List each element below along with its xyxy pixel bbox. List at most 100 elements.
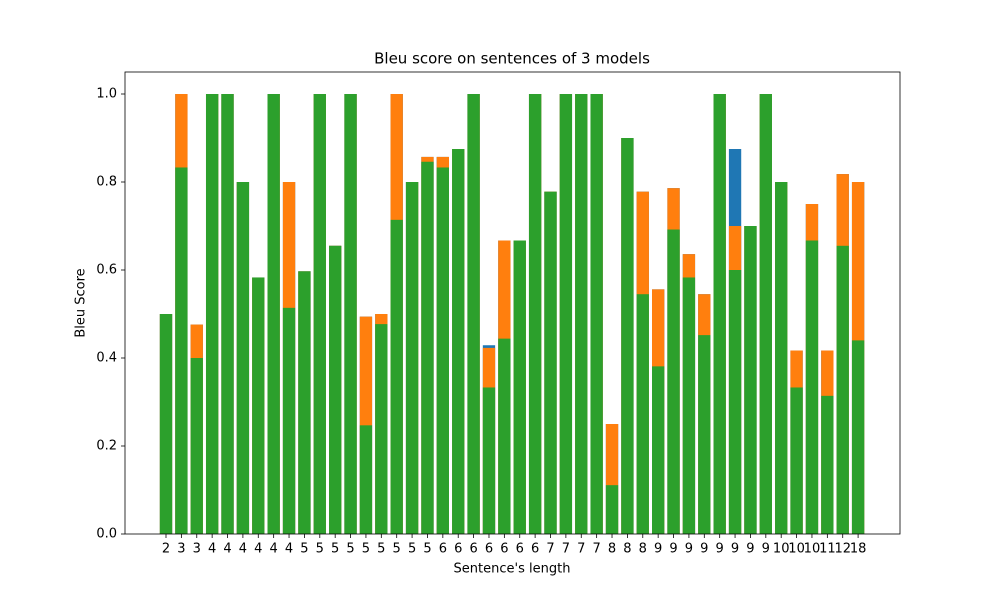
bar — [821, 395, 834, 534]
bar — [498, 338, 511, 534]
x-tick-label: 8 — [623, 542, 631, 557]
bar — [190, 358, 203, 534]
bar — [159, 314, 173, 534]
x-tick-label: 9 — [685, 542, 693, 557]
bar — [282, 307, 296, 534]
y-tick-label: 0.8 — [96, 175, 117, 190]
bar — [621, 138, 634, 534]
x-tick-label: 5 — [377, 542, 385, 557]
bar — [482, 387, 496, 534]
bar — [298, 271, 311, 534]
x-tick-label: 9 — [731, 542, 739, 557]
x-tick-label: 10 — [804, 542, 821, 557]
bar — [390, 219, 403, 534]
x-tick-label: 10 — [788, 542, 805, 557]
y-tick-label: 0.0 — [96, 527, 117, 542]
x-tick-label: 4 — [285, 542, 293, 557]
bar — [575, 94, 588, 534]
bar — [544, 191, 557, 534]
bar — [467, 94, 480, 534]
bar — [836, 245, 849, 535]
bar — [344, 94, 357, 534]
y-axis-label: Bleu Score — [74, 268, 89, 337]
bar — [805, 240, 819, 534]
bar — [252, 277, 265, 534]
y-tick-label: 0.6 — [96, 263, 117, 278]
x-tick-label: 9 — [669, 542, 677, 557]
x-tick-label: 5 — [408, 542, 416, 557]
bar — [221, 94, 234, 534]
x-axis-label: Sentence's length — [454, 562, 571, 577]
bar — [851, 340, 865, 534]
x-tick-label: 3 — [177, 542, 185, 557]
x-tick-label: 4 — [239, 542, 247, 557]
x-tick-label: 5 — [300, 542, 308, 557]
bar — [513, 240, 526, 534]
bar — [436, 167, 449, 535]
bar — [421, 161, 434, 534]
x-tick-label: 7 — [546, 542, 554, 557]
x-tick-label: 9 — [654, 542, 662, 557]
x-tick-label: 6 — [485, 542, 493, 557]
x-tick-label: 6 — [516, 542, 524, 557]
x-tick-label: 7 — [577, 542, 585, 557]
x-tick-label: 4 — [223, 542, 231, 557]
bar — [359, 425, 373, 534]
bar — [205, 94, 219, 534]
bar — [528, 94, 542, 534]
bar — [405, 182, 419, 534]
bar — [452, 149, 465, 534]
y-tick-label: 1.0 — [96, 87, 117, 102]
bar — [652, 366, 665, 534]
bar — [636, 294, 649, 534]
x-tick-label: 5 — [331, 542, 339, 557]
x-tick-label: 5 — [346, 542, 354, 557]
bar — [759, 94, 772, 534]
bar — [605, 485, 619, 534]
x-tick-label: 4 — [208, 542, 216, 557]
x-tick-label: 3 — [193, 542, 201, 557]
bar — [728, 270, 742, 534]
x-tick-label: 4 — [270, 542, 278, 557]
bar — [267, 94, 280, 534]
bar — [590, 94, 603, 534]
y-tick-label: 0.4 — [96, 351, 117, 366]
bar — [236, 182, 250, 534]
x-tick-label: 7 — [562, 542, 570, 557]
x-tick-label: 12 — [834, 542, 851, 557]
x-tick-label: 9 — [762, 542, 770, 557]
x-tick-label: 5 — [393, 542, 401, 557]
bar — [775, 182, 788, 534]
bar — [698, 335, 711, 534]
bar — [375, 324, 388, 534]
x-tick-label: 8 — [639, 542, 647, 557]
bar — [559, 94, 573, 534]
x-tick-label: 10 — [773, 542, 790, 557]
x-tick-label: 18 — [850, 542, 867, 557]
x-tick-label: 5 — [423, 542, 431, 557]
bar — [667, 229, 680, 534]
bar — [790, 387, 803, 534]
x-tick-label: 9 — [746, 542, 754, 557]
x-tick-label: 6 — [454, 542, 462, 557]
y-tick-label: 0.2 — [96, 439, 117, 454]
x-tick-label: 11 — [819, 542, 836, 557]
x-tick-label: 6 — [439, 542, 447, 557]
bar — [713, 94, 726, 534]
bar — [329, 245, 342, 535]
x-tick-label: 6 — [531, 542, 539, 557]
x-tick-label: 9 — [716, 542, 724, 557]
x-tick-label: 5 — [316, 542, 324, 557]
x-tick-label: 8 — [608, 542, 616, 557]
x-tick-label: 6 — [469, 542, 477, 557]
bar — [744, 226, 757, 534]
x-tick-label: 9 — [700, 542, 708, 557]
x-tick-label: 6 — [500, 542, 508, 557]
x-tick-label: 5 — [362, 542, 370, 557]
x-tick-label: 2 — [162, 542, 170, 557]
bar — [313, 94, 326, 534]
x-tick-label: 7 — [592, 542, 600, 557]
bar — [175, 167, 188, 535]
plot-frame — [124, 71, 901, 535]
